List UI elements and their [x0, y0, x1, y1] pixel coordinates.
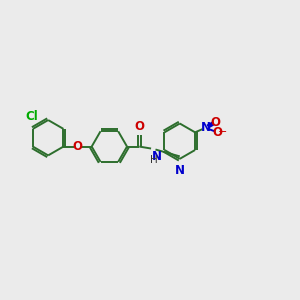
Text: N: N [175, 164, 185, 177]
Text: N: N [200, 122, 210, 134]
Text: N: N [152, 149, 162, 163]
Text: O: O [212, 126, 222, 139]
Text: O: O [72, 140, 82, 153]
Text: −: − [218, 127, 227, 137]
Text: Cl: Cl [25, 110, 38, 123]
Text: O: O [134, 120, 144, 133]
Text: H: H [150, 155, 158, 165]
Text: O: O [211, 116, 221, 129]
